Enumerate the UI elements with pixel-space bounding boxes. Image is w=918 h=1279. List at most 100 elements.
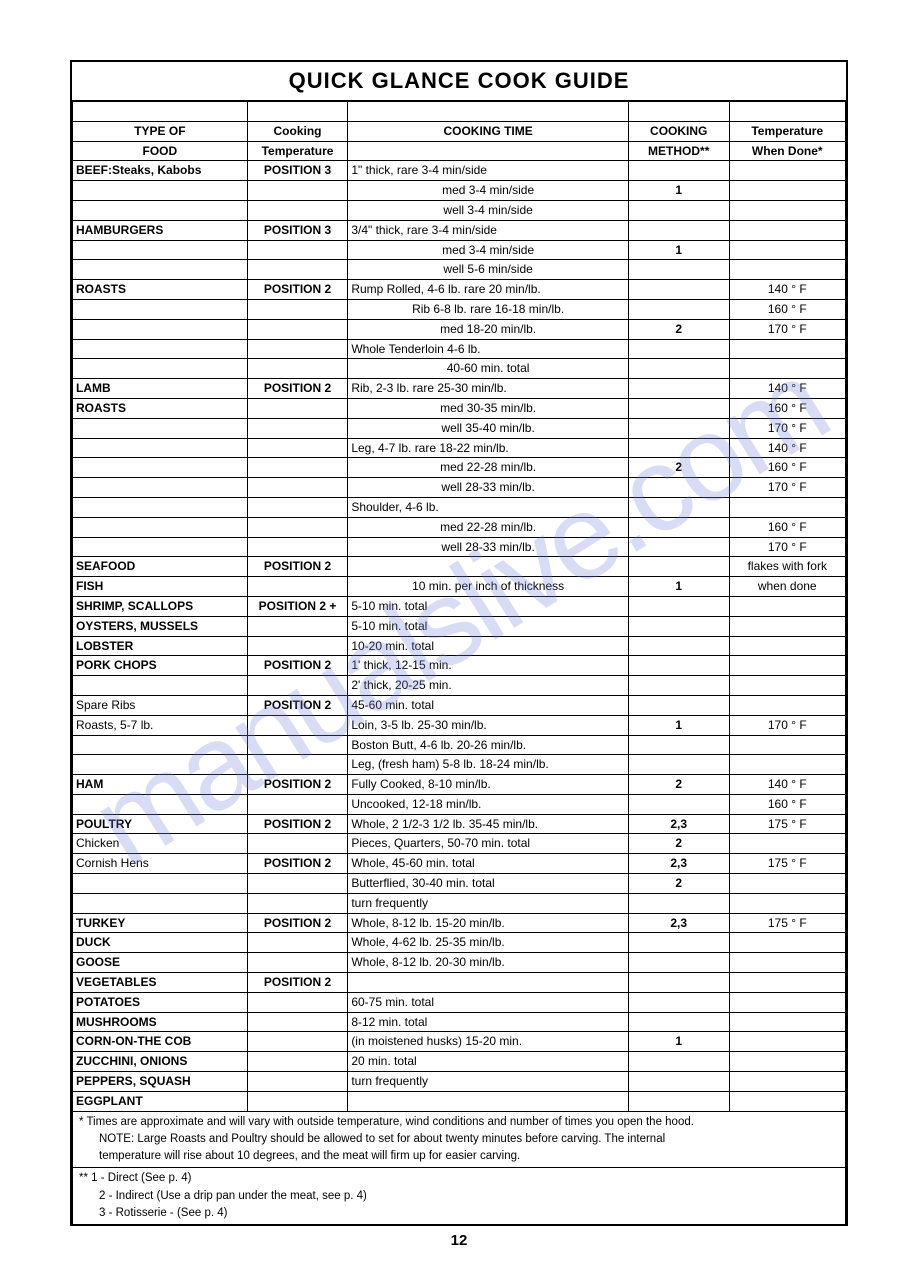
cell-temp: 170 ° F bbox=[729, 319, 845, 339]
cell-food: OYSTERS, MUSSELS bbox=[73, 616, 248, 636]
cell-food: Cornish Hens bbox=[73, 854, 248, 874]
cell-food bbox=[73, 497, 248, 517]
cell-time: (in moistened husks) 15-20 min. bbox=[348, 1032, 629, 1052]
cell-time: 45-60 min. total bbox=[348, 695, 629, 715]
cell-food: CORN-ON-THE COB bbox=[73, 1032, 248, 1052]
foot1: ** 1 - Direct (See p. 4) bbox=[79, 1170, 839, 1187]
cell-food: POTATOES bbox=[73, 992, 248, 1012]
cell-food bbox=[73, 755, 248, 775]
cell-method: 2,3 bbox=[628, 854, 729, 874]
cell-cooking bbox=[247, 497, 348, 517]
table-row: GOOSEWhole, 8-12 lb. 20-30 min/lb. bbox=[73, 953, 846, 973]
cell-food: Chicken bbox=[73, 834, 248, 854]
cell-cooking bbox=[247, 181, 348, 201]
cell-temp: 160 ° F bbox=[729, 299, 845, 319]
cell-time bbox=[348, 1091, 629, 1111]
cell-temp bbox=[729, 596, 845, 616]
cell-cooking bbox=[247, 299, 348, 319]
cell-food: PORK CHOPS bbox=[73, 656, 248, 676]
hdr-temp-2: When Done* bbox=[729, 141, 845, 161]
cell-time: Whole, 4-62 lb. 25-35 min/lb. bbox=[348, 933, 629, 953]
cell-food bbox=[73, 458, 248, 478]
cell-method: 1 bbox=[628, 577, 729, 597]
foot3: 3 - Rotisserie - (See p. 4) bbox=[79, 1205, 839, 1222]
cell-time: well 28-33 min/lb. bbox=[348, 478, 629, 498]
cell-food bbox=[73, 478, 248, 498]
cell-method bbox=[628, 656, 729, 676]
cell-time: 3/4" thick, rare 3-4 min/side bbox=[348, 220, 629, 240]
cell-cooking bbox=[247, 834, 348, 854]
cell-time: Whole, 2 1/2-3 1/2 lb. 35-45 min/lb. bbox=[348, 814, 629, 834]
cell-time: 8-12 min. total bbox=[348, 1012, 629, 1032]
cell-method bbox=[628, 438, 729, 458]
notes-row: * Times are approximate and will vary wi… bbox=[73, 1111, 846, 1168]
cell-cooking: POSITION 2 bbox=[247, 280, 348, 300]
table-row: Leg, 4-7 lb. rare 18-22 min/lb.140 ° F bbox=[73, 438, 846, 458]
cell-cooking bbox=[247, 1012, 348, 1032]
cell-cooking: POSITION 2 bbox=[247, 854, 348, 874]
cell-cooking bbox=[247, 200, 348, 220]
cell-food bbox=[73, 735, 248, 755]
cell-method bbox=[628, 953, 729, 973]
cell-time: med 22-28 min/lb. bbox=[348, 458, 629, 478]
cell-method: 1 bbox=[628, 181, 729, 201]
table-row: med 22-28 min/lb.160 ° F bbox=[73, 517, 846, 537]
cell-food bbox=[73, 240, 248, 260]
cell-method bbox=[628, 379, 729, 399]
cell-temp bbox=[729, 735, 845, 755]
cell-method: 2 bbox=[628, 458, 729, 478]
cell-cooking: POSITION 3 bbox=[247, 220, 348, 240]
table-row: Spare RibsPOSITION 245-60 min. total bbox=[73, 695, 846, 715]
table-row: Whole Tenderloin 4-6 lb. bbox=[73, 339, 846, 359]
cell-cooking: POSITION 2 + bbox=[247, 596, 348, 616]
cell-time: Loin, 3-5 lb. 25-30 min/lb. bbox=[348, 715, 629, 735]
table-row: BEEF:Steaks, KabobsPOSITION 31" thick, r… bbox=[73, 161, 846, 181]
hdr-food-1: TYPE OF bbox=[73, 121, 248, 141]
cell-method bbox=[628, 1012, 729, 1032]
note-line2: NOTE: Large Roasts and Poultry should be… bbox=[79, 1131, 839, 1148]
cell-food: HAMBURGERS bbox=[73, 220, 248, 240]
table-row: 2' thick, 20-25 min. bbox=[73, 676, 846, 696]
cell-method: 2 bbox=[628, 874, 729, 894]
cell-time: Butterflied, 30-40 min. total bbox=[348, 874, 629, 894]
foot3-text: 3 - Rotisserie - (See p. 4) bbox=[99, 1207, 227, 1219]
table-row: PEPPERS, SQUASHturn frequently bbox=[73, 1072, 846, 1092]
cell-temp: 170 ° F bbox=[729, 418, 845, 438]
cell-time: Leg, (fresh ham) 5-8 lb. 18-24 min/lb. bbox=[348, 755, 629, 775]
cell-food bbox=[73, 418, 248, 438]
cell-temp: when done bbox=[729, 577, 845, 597]
cell-time: 1" thick, rare 3-4 min/side bbox=[348, 161, 629, 181]
cell-method bbox=[628, 973, 729, 993]
cell-temp bbox=[729, 359, 845, 379]
cell-method bbox=[628, 695, 729, 715]
cell-temp: 160 ° F bbox=[729, 398, 845, 418]
page-number: 12 bbox=[70, 1232, 848, 1249]
cell-time: 1' thick, 12-15 min. bbox=[348, 656, 629, 676]
cell-temp: 140 ° F bbox=[729, 280, 845, 300]
cell-time: med 18-20 min/lb. bbox=[348, 319, 629, 339]
cell-temp bbox=[729, 893, 845, 913]
table-row: med 3-4 min/side1 bbox=[73, 240, 846, 260]
cell-method bbox=[628, 497, 729, 517]
cell-time: Shoulder, 4-6 lb. bbox=[348, 497, 629, 517]
cell-cooking bbox=[247, 359, 348, 379]
cell-time: Rib, 2-3 lb. rare 25-30 min/lb. bbox=[348, 379, 629, 399]
cell-method bbox=[628, 557, 729, 577]
cell-temp bbox=[729, 874, 845, 894]
cell-time: med 3-4 min/side bbox=[348, 181, 629, 201]
cell-method bbox=[628, 537, 729, 557]
cell-cooking bbox=[247, 398, 348, 418]
cell-time: Fully Cooked, 8-10 min/lb. bbox=[348, 775, 629, 795]
cell-cooking bbox=[247, 478, 348, 498]
cell-time: Whole, 45-60 min. total bbox=[348, 854, 629, 874]
table-row: well 28-33 min/lb.170 ° F bbox=[73, 537, 846, 557]
cell-time bbox=[348, 557, 629, 577]
cell-food: LAMB bbox=[73, 379, 248, 399]
table-row: med 18-20 min/lb.2170 ° F bbox=[73, 319, 846, 339]
cell-temp: 160 ° F bbox=[729, 458, 845, 478]
table-row: PORK CHOPSPOSITION 21' thick, 12-15 min. bbox=[73, 656, 846, 676]
cell-time: well 5-6 min/side bbox=[348, 260, 629, 280]
hdr-time-1: COOKING TIME bbox=[348, 121, 629, 141]
cell-food: Roasts, 5-7 lb. bbox=[73, 715, 248, 735]
cell-cooking bbox=[247, 1032, 348, 1052]
